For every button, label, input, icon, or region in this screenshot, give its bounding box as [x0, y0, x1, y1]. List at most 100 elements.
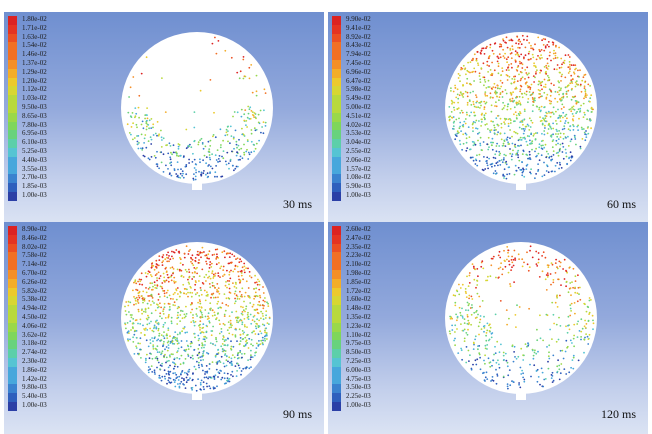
particle [194, 288, 196, 291]
particle [541, 371, 544, 374]
particle [213, 375, 216, 378]
particle [135, 288, 138, 291]
particle [460, 349, 463, 352]
particle [151, 282, 154, 285]
panel-60ms: 9.90e-02 9.41e-02 8.92e-02 8.43e-02 7.94e-02… [328, 12, 648, 224]
particle [545, 64, 548, 67]
particle [196, 315, 199, 317]
particle [587, 319, 590, 322]
legend-label: 7.14e-02 [22, 260, 47, 269]
particle [143, 310, 145, 313]
particle [231, 253, 234, 256]
particle [502, 107, 505, 109]
particle [577, 101, 580, 104]
particle [201, 365, 204, 367]
particle [475, 119, 478, 122]
particle [216, 302, 219, 305]
particle [587, 132, 590, 135]
particle [561, 73, 563, 76]
particle [484, 94, 487, 97]
particle [516, 103, 518, 106]
particle [162, 254, 165, 256]
particle [235, 283, 237, 285]
particle [234, 129, 237, 132]
particle [479, 305, 481, 308]
particle [127, 338, 129, 340]
particle [502, 48, 504, 51]
particle [153, 268, 156, 271]
particle [560, 66, 563, 69]
particle [513, 249, 516, 252]
particle [554, 170, 556, 173]
particle [171, 250, 173, 253]
legend-label: 3.18e-02 [22, 339, 47, 348]
particle [189, 377, 191, 380]
particle [225, 359, 228, 362]
particle [156, 319, 158, 322]
particle [564, 148, 567, 151]
legend-swatch [332, 59, 341, 69]
particle [528, 129, 531, 131]
particle [570, 74, 573, 77]
particle [489, 92, 492, 95]
particle [159, 315, 161, 318]
particle [157, 293, 160, 295]
particle [134, 280, 137, 283]
particle [155, 356, 158, 358]
particle [191, 386, 194, 389]
particle [478, 353, 481, 356]
particle [165, 333, 168, 336]
legend-label: 2.06e-02 [346, 155, 371, 164]
particle [135, 296, 138, 299]
particle [241, 323, 244, 326]
particle [570, 302, 573, 305]
particle [228, 280, 231, 282]
particle [459, 143, 462, 146]
particle [146, 353, 148, 356]
particle [232, 282, 234, 284]
particle [262, 318, 265, 321]
particle [176, 350, 179, 352]
particle [560, 167, 563, 169]
particle [504, 52, 506, 55]
particle [535, 72, 537, 75]
particle [167, 315, 170, 318]
particle [501, 82, 504, 84]
particle [214, 136, 217, 139]
particle [202, 331, 205, 334]
legend-swatch [332, 183, 341, 192]
particle [511, 261, 514, 264]
particle [173, 280, 175, 283]
vessel-outlet [192, 392, 202, 400]
particle [239, 337, 242, 339]
particle [558, 161, 561, 164]
particle [531, 349, 534, 352]
legend-swatch [332, 375, 341, 385]
legend-label: 9.80e-03 [22, 383, 47, 392]
particle [560, 80, 562, 82]
particle [225, 163, 228, 166]
particle [236, 265, 239, 268]
particle [479, 315, 482, 317]
particle [534, 177, 536, 180]
particle [224, 160, 227, 163]
particle [467, 323, 470, 326]
particle [229, 261, 232, 264]
particle [494, 157, 497, 160]
particle [169, 335, 171, 338]
particle [563, 368, 566, 370]
particle [138, 278, 141, 281]
particle [157, 299, 160, 301]
particle [508, 75, 511, 78]
particle [265, 310, 268, 313]
particle [245, 305, 248, 308]
particle [167, 370, 170, 373]
particle [572, 119, 575, 122]
particle [515, 114, 518, 117]
particle [201, 316, 204, 319]
particle [467, 304, 470, 307]
particle [584, 95, 586, 98]
legend-label: 5.25e-03 [22, 146, 47, 155]
particles [448, 34, 594, 180]
particle [268, 316, 271, 319]
